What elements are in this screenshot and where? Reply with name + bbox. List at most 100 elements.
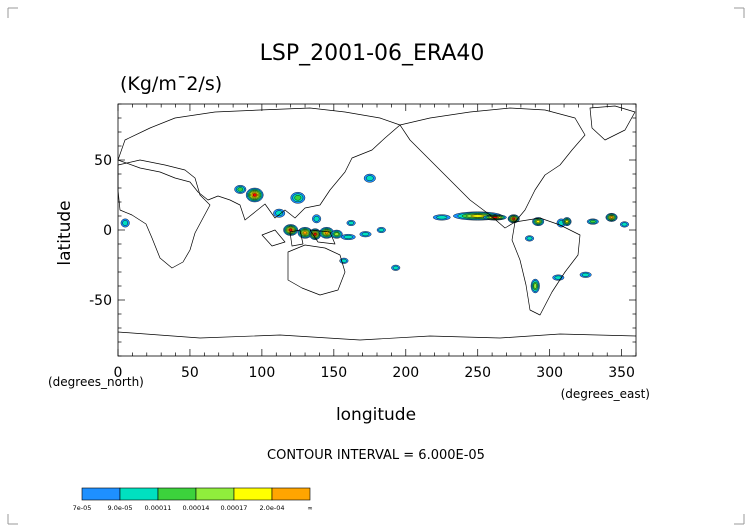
precip-feature — [290, 191, 306, 204]
coast-eurasia — [117, 107, 401, 221]
contour-level — [343, 235, 353, 239]
contour-level — [313, 216, 320, 222]
x-tick-label: 300 — [536, 365, 563, 381]
colorbar-label: 7e-05 — [73, 504, 92, 512]
colorbar-label: 0.00014 — [183, 504, 210, 512]
contour-level — [470, 214, 485, 218]
colorbar-label: 0.00011 — [145, 504, 172, 512]
contour-level — [436, 215, 448, 220]
precip-feature — [619, 221, 630, 228]
chart-units: (Kg/m¯2/s) — [120, 73, 222, 95]
precip-feature — [245, 187, 264, 203]
contour-level — [252, 193, 257, 197]
coast-australia — [287, 244, 346, 296]
precip-feature — [346, 219, 356, 226]
y-axis-label: latitude — [55, 200, 75, 265]
precip-feature — [562, 217, 572, 227]
chart-title: LSP_2001-06_ERA40 — [260, 41, 485, 66]
contour-level — [378, 228, 385, 232]
contour-level — [526, 236, 533, 241]
contour-level — [334, 232, 339, 236]
colorbar: 7e-05 9.0e-05 0.00011 0.00014 0.00017 2.0e-04… — [73, 487, 313, 512]
contour-level — [565, 220, 569, 224]
precip-feature — [363, 173, 376, 183]
coast-antarctica — [117, 331, 637, 341]
contour-level — [536, 220, 540, 224]
contour-level — [366, 175, 374, 181]
coast-south-america — [511, 217, 581, 316]
coast-north-america — [399, 107, 586, 229]
precip-feature — [339, 257, 349, 264]
colorbar-label: 9.0e-05 — [108, 504, 133, 512]
y-tick-label: 0 — [103, 223, 112, 239]
precip-feature — [283, 224, 299, 236]
x-tick-label: 350 — [608, 365, 635, 381]
plot-area: 0 50 100 150 200 250 300 350 50 0 -50 — [89, 103, 637, 381]
contour-level — [313, 232, 317, 236]
x-unit-note: (degrees_east) — [561, 387, 650, 401]
contour-level — [361, 232, 370, 237]
contour-level — [303, 231, 307, 235]
contour-level — [621, 222, 628, 227]
x-tick-label: 50 — [181, 365, 199, 381]
contour-interval: CONTOUR INTERVAL = 6.000E-05 — [267, 448, 485, 463]
colorbar-label: ∞ — [307, 504, 312, 512]
contour-level — [348, 221, 354, 225]
colorbar-label: 2.0e-04 — [260, 504, 285, 512]
precip-feature — [273, 208, 286, 218]
x-tick-label: 200 — [392, 365, 419, 381]
contour-level — [341, 258, 347, 263]
contour-level — [294, 195, 302, 201]
precip-feature — [391, 264, 401, 271]
precip-feature — [234, 184, 247, 194]
colorbar-label: 0.00017 — [221, 504, 248, 512]
precip-feature — [507, 214, 520, 224]
corner-marks — [7, 7, 745, 525]
precip-feature — [525, 235, 535, 242]
precip-feature — [530, 278, 540, 294]
axis-ticks: 0 50 100 150 200 250 300 350 50 0 -50 — [89, 103, 637, 381]
contour-level — [609, 216, 614, 219]
precip-feature — [359, 231, 372, 238]
precip-feature — [579, 271, 592, 278]
colorbar-swatch — [81, 487, 121, 501]
contour-level — [275, 210, 283, 216]
precip-feature — [586, 218, 599, 225]
precip-feature — [432, 214, 451, 221]
precip-feature — [309, 228, 322, 240]
contour-level — [122, 220, 129, 226]
precip-feature — [312, 214, 322, 224]
colorbar-swatch — [119, 487, 159, 501]
precip-feature — [120, 218, 130, 228]
precip-feature — [605, 212, 618, 222]
contour-level — [237, 187, 244, 192]
x-tick-label: 0 — [114, 365, 123, 381]
precip-fills — [120, 173, 630, 294]
x-axis-label: longitude — [336, 405, 416, 425]
precip-feature — [552, 274, 565, 281]
contour-level — [554, 275, 563, 280]
x-tick-label: 250 — [464, 365, 491, 381]
contour-level — [590, 220, 596, 224]
contour-level — [581, 272, 590, 277]
y-tick-label: -50 — [89, 293, 112, 309]
precip-feature — [376, 226, 386, 233]
precip-feature — [330, 229, 343, 239]
coast-greenland — [589, 105, 636, 141]
colorbar-swatch — [233, 487, 273, 501]
contour-level — [288, 228, 293, 232]
contour-level — [512, 217, 516, 220]
coast-indonesia — [261, 229, 336, 247]
precip-feature — [532, 217, 545, 227]
colorbar-swatch — [271, 487, 311, 501]
precip-feature — [340, 233, 356, 240]
x-tick-label: 150 — [320, 365, 347, 381]
contour-level — [533, 283, 537, 289]
coastlines — [117, 105, 637, 341]
contour-level — [392, 265, 399, 270]
x-origin-note: (degrees_north) — [48, 375, 144, 389]
colorbar-swatch — [195, 487, 235, 501]
coast-africa — [117, 159, 211, 269]
y-tick-label: 50 — [94, 153, 112, 169]
